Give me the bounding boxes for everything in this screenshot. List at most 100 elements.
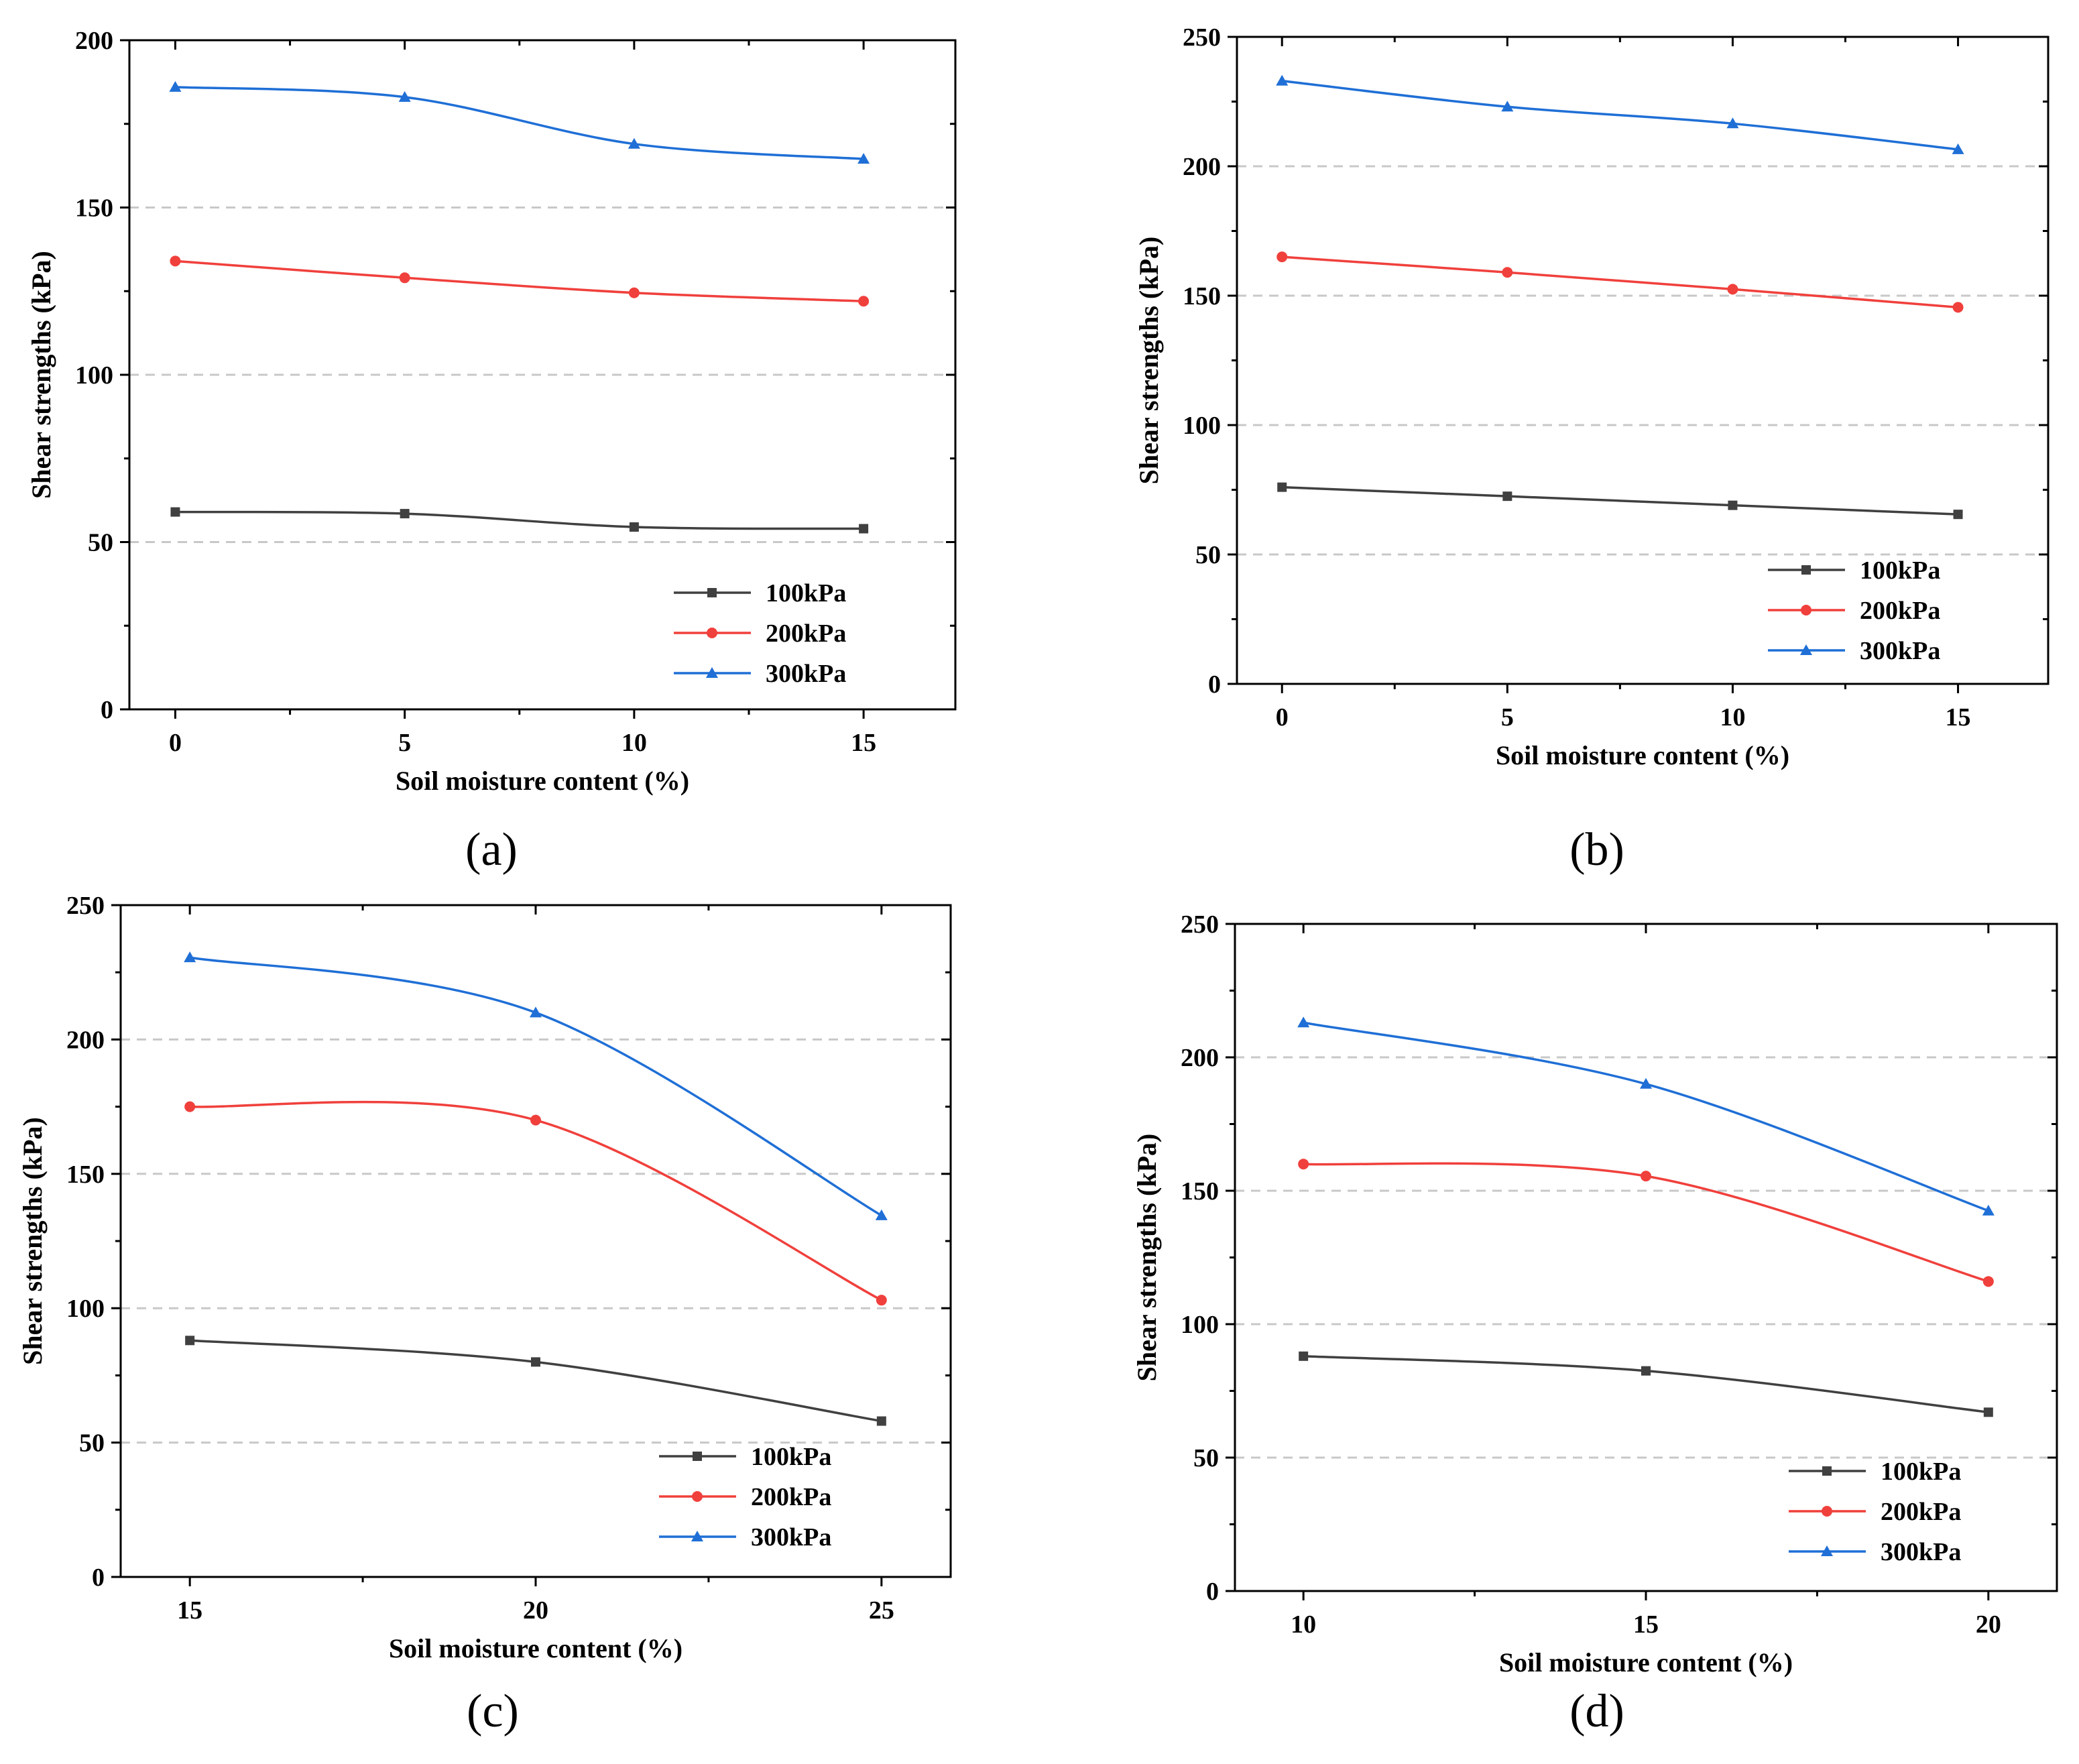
y-tick-label: 250 <box>66 892 105 920</box>
legend-label: 200kPa <box>751 1483 831 1511</box>
data-point-300kPa <box>1501 101 1514 112</box>
data-point-100kPa <box>859 524 869 534</box>
y-tick-label: 200 <box>66 1026 105 1054</box>
data-point-300kPa <box>1640 1077 1652 1089</box>
x-tick-label: 0 <box>169 729 182 757</box>
y-tick-label: 100 <box>75 361 113 390</box>
data-point-300kPa <box>530 1006 542 1018</box>
plot-frame <box>128 39 957 711</box>
data-point-100kPa <box>1983 1407 1993 1417</box>
legend-label: 300kPa <box>1881 1538 1961 1566</box>
data-point-300kPa <box>628 137 640 149</box>
x-axis-title: Soil moisture content (%) <box>389 1633 682 1663</box>
y-tick-label: 50 <box>88 529 113 557</box>
data-point-200kPa <box>399 272 410 284</box>
data-point-300kPa <box>875 1209 888 1220</box>
y-axis-title: Shear strengths (kPa) <box>1132 1134 1162 1382</box>
y-tick-label: 0 <box>1206 1578 1219 1606</box>
x-tick-label: 10 <box>1291 1610 1316 1639</box>
series-line-300kPa <box>175 86 864 160</box>
x-axis-title: Soil moisture content (%) <box>1496 740 1789 770</box>
legend-label: 100kPa <box>1881 1458 1961 1486</box>
x-axis-title: Soil moisture content (%) <box>396 766 689 796</box>
legend-marker <box>706 667 718 678</box>
data-point-300kPa <box>1952 143 1964 154</box>
x-tick-label: 15 <box>1946 703 1971 731</box>
legend-marker <box>1821 1545 1833 1556</box>
legend-marker <box>1801 565 1811 575</box>
legend-marker <box>707 628 717 638</box>
data-point-300kPa <box>184 951 196 963</box>
data-point-300kPa <box>1726 117 1739 129</box>
data-point-200kPa <box>1727 284 1738 295</box>
y-tick-label: 150 <box>1183 282 1221 310</box>
legend-marker <box>1800 644 1812 655</box>
chart-panel-b: 0 50 100 150 200 250 0 5 10 15 100kPa 200kPa 300kPa S… <box>1134 23 2050 876</box>
legend-label: 100kPa <box>766 579 846 607</box>
y-axis-title: Shear strengths (kPa) <box>17 1117 48 1365</box>
y-tick-label: 100 <box>1183 412 1221 440</box>
y-tick-label: 200 <box>75 27 113 55</box>
chart-panel-c: 0 50 100 150 200 250 15 20 25 100kPa 200kPa 300kPa S… <box>17 892 952 1737</box>
data-point-300kPa <box>398 91 411 102</box>
panel-caption: (d) <box>1569 1686 1624 1737</box>
y-tick-label: 100 <box>66 1295 105 1323</box>
data-point-100kPa <box>1728 500 1738 510</box>
series-line-200kPa <box>1282 255 1958 309</box>
data-point-200kPa <box>628 287 640 298</box>
panel-caption: (c) <box>467 1686 519 1737</box>
series-line-100kPa <box>190 1339 882 1423</box>
y-tick-label: 150 <box>66 1161 105 1189</box>
x-tick-label: 5 <box>398 729 411 757</box>
series-line-100kPa <box>1303 1355 1989 1414</box>
x-tick-label: 0 <box>1276 703 1289 731</box>
data-point-200kPa <box>1982 1276 1994 1287</box>
y-tick-label: 200 <box>1183 153 1221 181</box>
panel-caption: (a) <box>465 824 518 876</box>
data-point-200kPa <box>170 255 181 267</box>
legend-marker <box>1822 1466 1832 1476</box>
legend-label: 300kPa <box>751 1523 831 1551</box>
y-tick-label: 50 <box>1195 541 1221 569</box>
y-tick-label: 50 <box>1193 1444 1219 1472</box>
chart-panel-a: 0 50 100 150 200 0 5 10 15 100kPa 200kPa 300kPa Soil… <box>26 27 957 876</box>
data-point-300kPa <box>1276 74 1289 86</box>
y-tick-label: 0 <box>1208 670 1221 699</box>
x-tick-label: 10 <box>1720 703 1745 731</box>
series-line-100kPa <box>175 510 864 530</box>
y-axis-title: Shear strengths (kPa) <box>1134 237 1164 485</box>
data-point-300kPa <box>1982 1204 1995 1216</box>
x-tick-label: 15 <box>851 729 876 757</box>
data-point-200kPa <box>1502 267 1513 278</box>
data-point-300kPa <box>169 80 182 92</box>
legend-label: 200kPa <box>766 620 846 648</box>
legend-label: 100kPa <box>751 1443 831 1471</box>
data-point-100kPa <box>400 509 410 519</box>
legend-label: 300kPa <box>1860 637 1940 665</box>
legend-label: 200kPa <box>1860 597 1940 625</box>
x-tick-label: 10 <box>621 729 647 757</box>
data-point-100kPa <box>1277 482 1287 492</box>
plot-frame <box>1236 36 2050 685</box>
y-axis-title: Shear strengths (kPa) <box>26 251 56 499</box>
data-point-200kPa <box>184 1101 196 1112</box>
x-tick-label: 20 <box>523 1596 548 1625</box>
data-point-200kPa <box>1641 1171 1651 1182</box>
series-line-200kPa <box>190 1100 882 1301</box>
data-point-100kPa <box>1953 510 1963 520</box>
legend-marker <box>693 1452 702 1461</box>
y-tick-label: 50 <box>79 1429 105 1458</box>
legend-marker <box>1801 605 1811 615</box>
y-tick-label: 100 <box>1181 1311 1219 1339</box>
data-point-300kPa <box>1297 1016 1310 1028</box>
data-point-200kPa <box>858 296 870 307</box>
data-point-100kPa <box>170 507 180 517</box>
legend-marker <box>707 588 717 597</box>
series-line-200kPa <box>175 259 864 302</box>
series-line-300kPa <box>189 956 882 1217</box>
data-point-200kPa <box>1298 1159 1309 1170</box>
x-tick-label: 25 <box>869 1596 894 1625</box>
data-point-200kPa <box>1276 251 1288 263</box>
legend-marker <box>691 1531 703 1541</box>
x-tick-label: 15 <box>177 1596 202 1625</box>
